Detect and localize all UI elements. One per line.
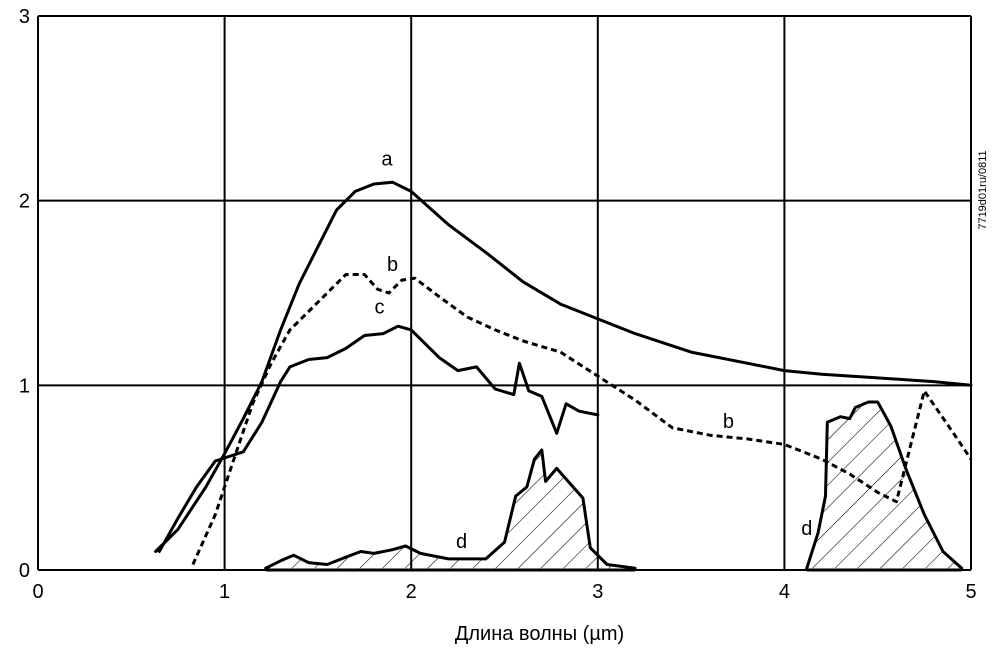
y-tick-label: 2: [19, 191, 30, 213]
y-tick-label: 0: [19, 560, 30, 582]
x-tick-label: 1: [219, 581, 230, 603]
figure-code: 7719d01ru/0811: [977, 150, 989, 229]
hatch-fill-layer: [265, 402, 962, 569]
curve-label-a: a: [381, 149, 393, 171]
y-tick-label: 1: [19, 375, 30, 397]
series-c-line: [157, 324, 600, 553]
curve-label-b: b: [387, 254, 398, 276]
y-tick-label: 3: [19, 6, 30, 28]
tick-labels: 0 1 2 3 4 5 0 1 2 3: [19, 6, 977, 603]
x-axis-label: Длина волны (µm): [455, 623, 624, 645]
series-d-segment-1: [805, 400, 964, 570]
series-b-line: [191, 273, 973, 566]
series-d-hatch-0: [265, 450, 636, 569]
curve-label-b: b: [723, 411, 734, 433]
x-tick-label: 3: [592, 581, 603, 603]
x-tick-label: 4: [779, 581, 790, 603]
grid: [37, 15, 972, 571]
curve-label-d: d: [456, 531, 467, 553]
x-tick-label: 5: [965, 581, 976, 603]
series-d-segment-0: [264, 448, 637, 570]
series-d-hatch-1: [806, 402, 962, 569]
x-tick-label: 0: [32, 581, 43, 603]
series-lines: [154, 180, 973, 572]
x-tick-label: 2: [406, 581, 417, 603]
series-a-line: [154, 180, 973, 553]
curve-label-c: c: [374, 296, 384, 318]
curve-label-d: d: [801, 518, 812, 540]
